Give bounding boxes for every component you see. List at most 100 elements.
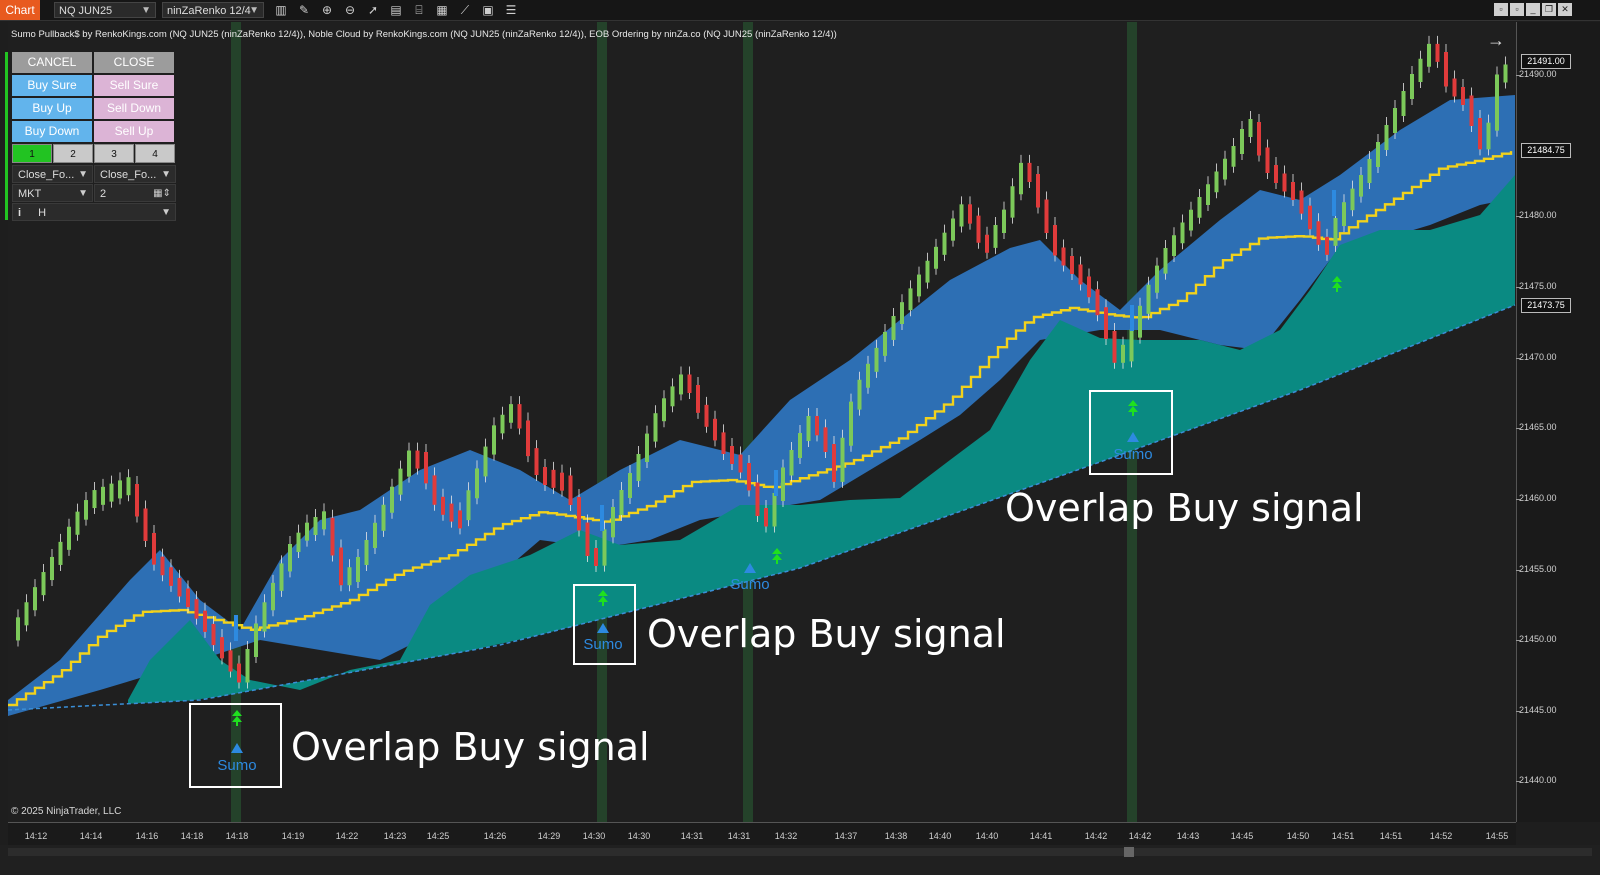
candle [1197, 197, 1202, 218]
close-mode-left-select[interactable]: Close_Fo... ▼ [12, 165, 93, 183]
candle [1257, 122, 1261, 156]
candle [424, 452, 428, 484]
candle [755, 482, 760, 516]
preset-1-button[interactable]: 1 [12, 144, 52, 163]
properties-icon[interactable]: ☰ [505, 3, 517, 17]
candle [211, 623, 216, 646]
candle [509, 404, 513, 423]
buy-down-button[interactable]: Buy Down [12, 121, 92, 142]
candle [1112, 331, 1117, 363]
preset-4-button[interactable]: 4 [135, 144, 175, 163]
sumo-label: Sumo [730, 576, 770, 593]
cancel-button[interactable]: CANCEL [12, 52, 92, 73]
candle [109, 483, 114, 502]
candle [143, 508, 148, 541]
cursor-icon[interactable]: ➚ [367, 3, 379, 17]
minimize-icon[interactable]: _ [1526, 3, 1540, 16]
candle [126, 477, 131, 496]
candle [356, 557, 360, 582]
candle [1359, 175, 1363, 197]
candle [942, 232, 947, 255]
sell-down-button[interactable]: Sell Down [94, 98, 174, 119]
bar-type-selector[interactable]: ninZaRenko 12/4 ▼ [162, 2, 264, 18]
candle [313, 517, 318, 535]
candle [789, 450, 794, 476]
order-type-select[interactable]: MKT ▼ [12, 184, 93, 202]
candle [1146, 284, 1151, 314]
data-box-icon[interactable]: ▦ [436, 3, 448, 17]
candle [1384, 125, 1389, 150]
candle [815, 416, 819, 436]
buy-sure-button[interactable]: Buy Sure [12, 75, 92, 96]
preset-3-button[interactable]: 3 [94, 144, 134, 163]
arrow-stem [236, 721, 238, 726]
indicator-label: Sumo Pullback$ by RenkoKings.com (NQ JUN… [11, 29, 837, 40]
candle [1180, 222, 1185, 244]
time-tick: 14:26 [483, 831, 507, 841]
mode-select[interactable]: i H ▼ [12, 203, 176, 221]
candle [75, 511, 80, 535]
candle [1027, 162, 1032, 182]
scroll-track[interactable] [8, 848, 1592, 856]
signal-candle [234, 615, 238, 641]
template-icon[interactable]: ▤ [390, 3, 402, 17]
strategies-icon[interactable]: ▣ [482, 3, 494, 17]
zoom-in-icon[interactable]: ⊕ [321, 3, 333, 17]
horizontal-scrollbar[interactable] [0, 845, 1600, 875]
copyright-text: © 2025 NinjaTrader, LLC [11, 806, 122, 817]
restore-icon[interactable]: ❐ [1542, 3, 1556, 16]
time-tick: 14:12 [24, 831, 48, 841]
candle [84, 500, 88, 520]
time-tick: 14:30 [582, 831, 606, 841]
time-tick: 14:30 [627, 831, 651, 841]
signal-band [231, 22, 241, 822]
zoom-out-icon[interactable]: ⊖ [344, 3, 356, 17]
chart-plot-area[interactable] [8, 22, 1516, 822]
candle [908, 288, 913, 311]
scroll-thumb[interactable] [1124, 847, 1134, 857]
time-tick: 14:52 [1429, 831, 1453, 841]
pencil-icon[interactable]: ✎ [298, 3, 310, 17]
buy-up-button[interactable]: Buy Up [12, 98, 92, 119]
bar-type-icon[interactable]: ▥ [275, 3, 287, 17]
arrow-stem [1132, 411, 1134, 416]
window-tile-icon[interactable]: ▫ [1494, 3, 1508, 16]
candle [577, 497, 581, 531]
close-button[interactable]: CLOSE [94, 52, 174, 73]
cloud-blue [8, 95, 1515, 716]
candle [738, 454, 743, 473]
candle [41, 572, 46, 596]
close-mode-right-select[interactable]: Close_Fo... ▼ [94, 165, 176, 183]
time-tick: 14:41 [1029, 831, 1053, 841]
candle [1503, 64, 1508, 83]
time-tick: 14:45 [1230, 831, 1254, 841]
window-tile2-icon[interactable]: ▫ [1510, 3, 1524, 16]
time-tick: 14:19 [281, 831, 305, 841]
candle [50, 556, 54, 581]
chart-trader-icon[interactable]: ⌸ [415, 3, 423, 17]
instrument-selector[interactable]: NQ JUN25 ▼ [54, 2, 156, 18]
price-tick: 21445.00 [1516, 705, 1557, 715]
indicators-icon[interactable]: ⟋ [460, 3, 470, 17]
time-axis[interactable]: 14:12 14:14 14:16 14:18 14:18 14:19 14:22 14:23… [8, 822, 1516, 845]
candle [1308, 205, 1312, 230]
sell-up-button[interactable]: Sell Up [94, 121, 174, 142]
price-axis[interactable]: 21490.00 21480.00 21475.00 21470.00 2146… [1516, 22, 1600, 822]
quantity-stepper[interactable]: 2 ▦⇕ [94, 184, 176, 202]
sell-sure-button[interactable]: Sell Sure [94, 75, 174, 96]
close-mode-right-value: Close_Fo... [100, 169, 157, 181]
arrow-right-icon[interactable]: → [1487, 30, 1505, 50]
arrow-stem [602, 601, 604, 606]
quantity-value: 2 [100, 188, 107, 200]
trend-line [8, 151, 1513, 707]
info-icon[interactable]: i [18, 207, 22, 219]
candle [16, 617, 20, 641]
candle [526, 420, 530, 457]
price-tick: 21460.00 [1516, 493, 1557, 503]
candle [33, 587, 37, 611]
candle [1376, 142, 1380, 167]
preset-2-button[interactable]: 2 [53, 144, 93, 163]
close-icon[interactable]: ✕ [1558, 3, 1572, 16]
stepper-icon[interactable]: ▦⇕ [153, 188, 171, 199]
chart-tab[interactable]: Chart [0, 0, 40, 20]
